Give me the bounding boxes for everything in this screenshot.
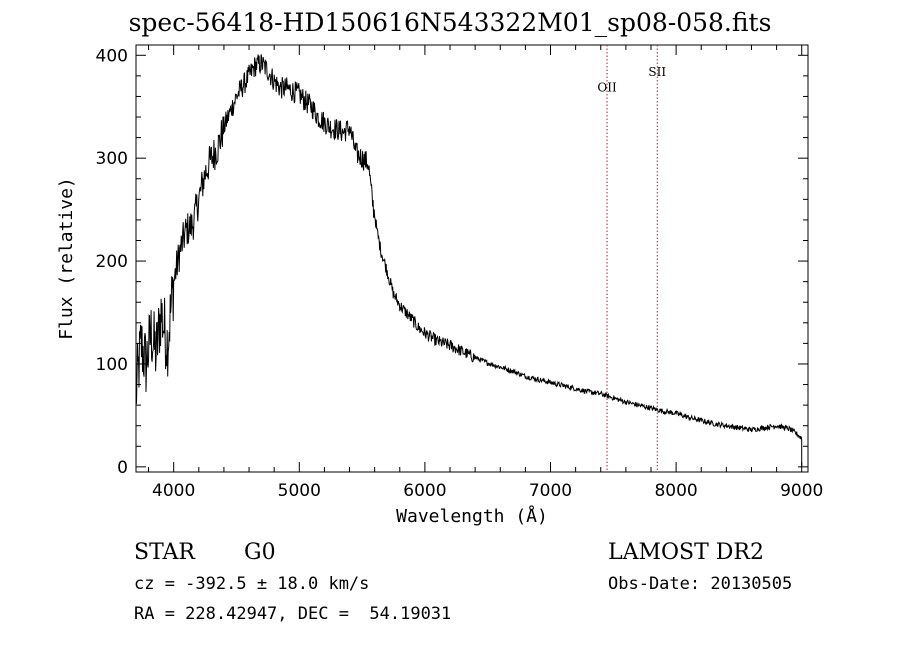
y-tick-label: 0 (117, 458, 128, 478)
object-class: STAR (134, 540, 195, 565)
spectrum-line (135, 54, 803, 467)
plot-frame (135, 44, 809, 473)
x-axis-label: Wavelength (Å) (396, 505, 548, 527)
x-tick-label: 6000 (403, 481, 446, 501)
redshift-readout: cz = -392.5 ± 18.0 km/s (134, 574, 370, 594)
survey-name: LAMOST DR2 (608, 540, 764, 565)
observation-date: Obs-Date: 20130505 (608, 574, 793, 594)
x-tick-label: 7000 (529, 481, 572, 501)
y-tick-label: 100 (96, 355, 128, 375)
y-tick-label: 300 (96, 149, 128, 169)
emission-line-label: OII (597, 80, 617, 94)
y-tick-label: 200 (96, 252, 128, 272)
x-tick-label: 4000 (152, 481, 195, 501)
y-axis-label: Flux (relative) (56, 177, 77, 340)
coordinates-readout: RA = 228.42947, DEC = 54.19031 (134, 604, 452, 624)
x-tick-label: 9000 (780, 481, 823, 501)
x-tick-label: 5000 (278, 481, 321, 501)
object-subclass: G0 (244, 540, 276, 565)
emission-line-label: SII (648, 65, 666, 79)
page-title: spec-56418-HD150616N543322M01_sp08-058.f… (128, 8, 772, 37)
y-tick-label: 400 (96, 46, 128, 66)
x-tick-label: 8000 (654, 481, 697, 501)
